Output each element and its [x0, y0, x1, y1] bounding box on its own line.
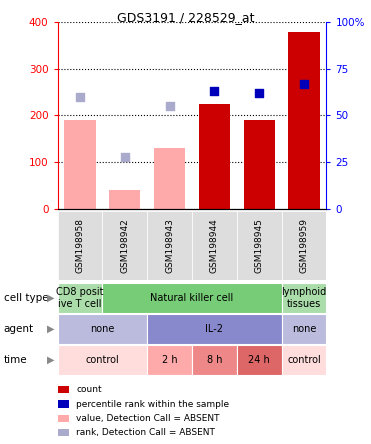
Text: none: none	[90, 324, 115, 334]
Text: count: count	[76, 385, 102, 394]
Text: GSM198943: GSM198943	[165, 218, 174, 273]
Point	[301, 80, 307, 87]
Text: control: control	[85, 355, 119, 365]
Text: ▶: ▶	[47, 324, 55, 334]
Text: GSM198944: GSM198944	[210, 218, 219, 273]
Bar	[58, 211, 102, 280]
Text: value, Detection Call = ABSENT: value, Detection Call = ABSENT	[76, 414, 220, 423]
Text: percentile rank within the sample: percentile rank within the sample	[76, 400, 229, 408]
Bar	[64, 120, 96, 209]
Bar	[192, 211, 237, 280]
Point	[167, 103, 173, 110]
Text: CD8 posit
ive T cell: CD8 posit ive T cell	[56, 287, 104, 309]
Text: ▶: ▶	[47, 355, 55, 365]
Point	[211, 87, 217, 95]
Bar	[199, 104, 230, 209]
Text: GSM198959: GSM198959	[299, 218, 309, 273]
Bar	[58, 386, 69, 393]
Text: GDS3191 / 228529_at: GDS3191 / 228529_at	[117, 11, 254, 24]
Bar	[109, 190, 141, 209]
Point	[77, 93, 83, 100]
Bar	[102, 283, 282, 313]
Text: control: control	[287, 355, 321, 365]
Bar	[282, 314, 326, 344]
Text: GSM198945: GSM198945	[255, 218, 264, 273]
Bar	[154, 148, 185, 209]
Text: Natural killer cell: Natural killer cell	[150, 293, 234, 303]
Text: agent: agent	[4, 324, 34, 334]
Bar	[282, 345, 326, 375]
Bar	[147, 345, 192, 375]
Bar	[58, 400, 69, 408]
Text: rank, Detection Call = ABSENT: rank, Detection Call = ABSENT	[76, 428, 215, 437]
Bar	[237, 345, 282, 375]
Text: none: none	[292, 324, 316, 334]
Bar	[58, 345, 147, 375]
Text: cell type: cell type	[4, 293, 48, 303]
Bar	[243, 120, 275, 209]
Point	[256, 90, 262, 97]
Text: GSM198942: GSM198942	[120, 218, 129, 273]
Text: 2 h: 2 h	[162, 355, 177, 365]
Bar	[147, 314, 282, 344]
Bar	[58, 429, 69, 436]
Bar	[192, 345, 237, 375]
Bar	[237, 211, 282, 280]
Bar	[282, 211, 326, 280]
Text: 8 h: 8 h	[207, 355, 222, 365]
Text: ▶: ▶	[47, 293, 55, 303]
Bar	[282, 283, 326, 313]
Bar	[58, 415, 69, 422]
Text: lymphoid
tissues: lymphoid tissues	[282, 287, 327, 309]
Bar	[58, 283, 102, 313]
Bar	[58, 314, 147, 344]
Bar	[102, 211, 147, 280]
Point	[122, 154, 128, 161]
Text: 24 h: 24 h	[248, 355, 270, 365]
Bar	[147, 211, 192, 280]
Bar	[288, 32, 320, 209]
Text: time: time	[4, 355, 27, 365]
Text: IL-2: IL-2	[206, 324, 223, 334]
Text: GSM198958: GSM198958	[75, 218, 85, 273]
